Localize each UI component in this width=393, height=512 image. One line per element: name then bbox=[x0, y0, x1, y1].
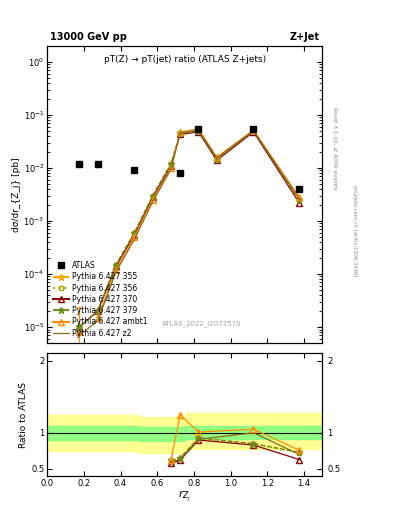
Pythia 6.427 z2 bbox=[178, 130, 182, 136]
Pythia 6.427 355 bbox=[297, 197, 302, 203]
ATLAS bbox=[95, 161, 100, 167]
Pythia 6.427 379 bbox=[114, 262, 118, 268]
Line: ATLAS: ATLAS bbox=[77, 126, 302, 192]
Line: Pythia 6.427 379: Pythia 6.427 379 bbox=[76, 128, 303, 330]
Text: 13000 GeV pp: 13000 GeV pp bbox=[50, 32, 127, 41]
Pythia 6.427 356 bbox=[114, 262, 118, 268]
Pythia 6.427 356 bbox=[95, 308, 100, 314]
Pythia 6.427 379 bbox=[196, 128, 201, 134]
Pythia 6.427 ambt1 bbox=[150, 197, 155, 203]
Pythia 6.427 379 bbox=[132, 230, 137, 236]
Pythia 6.427 356 bbox=[297, 197, 302, 203]
Pythia 6.427 ambt1 bbox=[95, 315, 100, 321]
Pythia 6.427 370 bbox=[77, 324, 82, 330]
Pythia 6.427 z2 bbox=[95, 318, 100, 324]
Pythia 6.427 z2 bbox=[251, 127, 256, 134]
X-axis label: $r_{Z_j}$: $r_{Z_j}$ bbox=[178, 489, 191, 504]
Pythia 6.427 z2 bbox=[215, 155, 219, 161]
Pythia 6.427 355 bbox=[215, 156, 219, 162]
Pythia 6.427 379 bbox=[77, 324, 82, 330]
Text: Z+Jet: Z+Jet bbox=[290, 32, 320, 41]
Pythia 6.427 355 bbox=[114, 262, 118, 268]
Pythia 6.427 356 bbox=[178, 131, 182, 137]
Line: Pythia 6.427 355: Pythia 6.427 355 bbox=[76, 128, 303, 330]
Pythia 6.427 355 bbox=[77, 324, 82, 330]
Pythia 6.427 356 bbox=[251, 128, 256, 134]
Pythia 6.427 z2 bbox=[169, 166, 173, 173]
Pythia 6.427 ambt1 bbox=[132, 234, 137, 240]
Pythia 6.427 z2 bbox=[77, 332, 82, 338]
Pythia 6.427 379 bbox=[178, 131, 182, 137]
Y-axis label: Ratio to ATLAS: Ratio to ATLAS bbox=[20, 382, 28, 447]
Pythia 6.427 356 bbox=[215, 156, 219, 162]
Pythia 6.427 ambt1 bbox=[169, 165, 173, 171]
Line: Pythia 6.427 z2: Pythia 6.427 z2 bbox=[79, 130, 299, 335]
Pythia 6.427 356 bbox=[150, 193, 155, 199]
Pythia 6.427 370 bbox=[132, 232, 137, 238]
Pythia 6.427 355 bbox=[150, 193, 155, 199]
Pythia 6.427 379 bbox=[169, 161, 173, 167]
Pythia 6.427 355 bbox=[196, 128, 201, 134]
Pythia 6.427 379 bbox=[297, 197, 302, 203]
ATLAS bbox=[178, 170, 182, 176]
Pythia 6.427 ambt1 bbox=[215, 154, 219, 160]
Pythia 6.427 355 bbox=[95, 308, 100, 314]
Pythia 6.427 370 bbox=[169, 163, 173, 169]
ATLAS bbox=[77, 161, 82, 167]
Pythia 6.427 z2 bbox=[196, 127, 201, 133]
Pythia 6.427 379 bbox=[251, 128, 256, 134]
Pythia 6.427 z2 bbox=[150, 199, 155, 205]
Pythia 6.427 z2 bbox=[132, 237, 137, 243]
ATLAS bbox=[196, 126, 201, 132]
Pythia 6.427 370 bbox=[215, 157, 219, 163]
Pythia 6.427 ambt1 bbox=[196, 126, 201, 132]
ATLAS bbox=[132, 167, 137, 174]
Pythia 6.427 370 bbox=[95, 308, 100, 314]
Pythia 6.427 ambt1 bbox=[178, 129, 182, 135]
Pythia 6.427 355 bbox=[251, 128, 256, 134]
ATLAS bbox=[297, 186, 302, 192]
Pythia 6.427 356 bbox=[196, 128, 201, 134]
Legend: ATLAS, Pythia 6.427 355, Pythia 6.427 356, Pythia 6.427 370, Pythia 6.427 379, P: ATLAS, Pythia 6.427 355, Pythia 6.427 35… bbox=[51, 260, 149, 339]
Pythia 6.427 ambt1 bbox=[114, 267, 118, 273]
Pythia 6.427 356 bbox=[77, 324, 82, 330]
Pythia 6.427 ambt1 bbox=[251, 127, 256, 133]
Pythia 6.427 z2 bbox=[297, 196, 302, 202]
Pythia 6.427 356 bbox=[132, 230, 137, 236]
Pythia 6.427 ambt1 bbox=[297, 194, 302, 200]
Pythia 6.427 356 bbox=[169, 161, 173, 167]
Text: mcplots.cern.ch [arXiv:1306.3436]: mcplots.cern.ch [arXiv:1306.3436] bbox=[352, 185, 357, 276]
Text: Rivet 3.1.10, ≥ 400k events: Rivet 3.1.10, ≥ 400k events bbox=[332, 107, 337, 190]
Pythia 6.427 379 bbox=[95, 308, 100, 314]
Pythia 6.427 370 bbox=[114, 263, 118, 269]
Pythia 6.427 370 bbox=[297, 200, 302, 206]
Pythia 6.427 379 bbox=[215, 156, 219, 162]
Y-axis label: dσ/dr_{Z_j} [pb]: dσ/dr_{Z_j} [pb] bbox=[11, 157, 20, 232]
Line: Pythia 6.427 370: Pythia 6.427 370 bbox=[77, 129, 302, 330]
Pythia 6.427 355 bbox=[132, 230, 137, 236]
Pythia 6.427 355 bbox=[169, 161, 173, 167]
Line: Pythia 6.427 356: Pythia 6.427 356 bbox=[77, 129, 302, 330]
Pythia 6.427 379 bbox=[150, 193, 155, 199]
Pythia 6.427 370 bbox=[178, 132, 182, 138]
ATLAS bbox=[251, 126, 256, 132]
Line: Pythia 6.427 ambt1: Pythia 6.427 ambt1 bbox=[95, 126, 302, 321]
Pythia 6.427 370 bbox=[196, 129, 201, 135]
Text: pT(Z) → pT(jet) ratio (ATLAS Z+jets): pT(Z) → pT(jet) ratio (ATLAS Z+jets) bbox=[104, 55, 266, 64]
Pythia 6.427 z2 bbox=[114, 269, 118, 275]
Pythia 6.427 370 bbox=[150, 194, 155, 200]
Pythia 6.427 370 bbox=[251, 129, 256, 135]
Text: ATLAS_2022_I2077570: ATLAS_2022_I2077570 bbox=[162, 320, 241, 327]
Pythia 6.427 355 bbox=[178, 131, 182, 137]
